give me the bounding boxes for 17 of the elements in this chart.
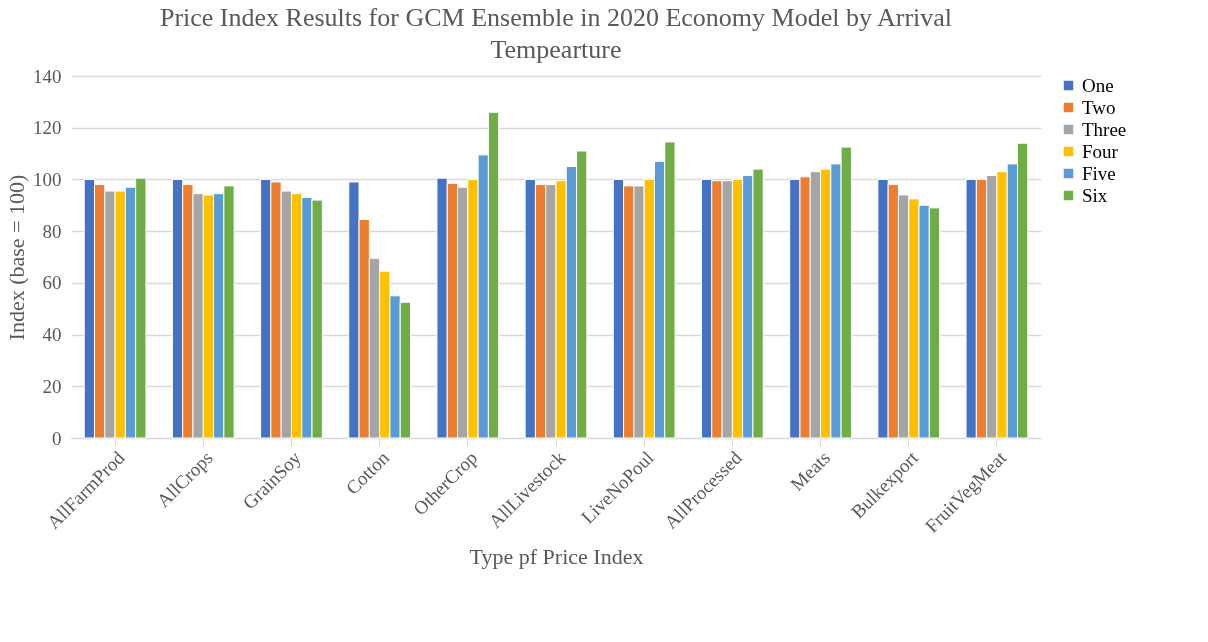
y-tick-label: 120 bbox=[33, 117, 62, 139]
y-tick-label: 60 bbox=[42, 272, 62, 294]
legend-label: Five bbox=[1082, 162, 1116, 184]
y-tick-label: 100 bbox=[33, 168, 62, 190]
y-tick-label: 40 bbox=[42, 324, 62, 346]
legend-label: Three bbox=[1082, 118, 1127, 140]
chart-title: Price Index Results for GCM Ensemble in 2020 Economy Model by Arrival Tempearture bbox=[159, 3, 953, 64]
legend-label: One bbox=[1082, 74, 1114, 96]
y-tick-label: 20 bbox=[42, 375, 62, 397]
legend-label: Two bbox=[1082, 96, 1116, 118]
legend-label: Four bbox=[1082, 140, 1119, 162]
y-tick-label: 0 bbox=[52, 427, 62, 449]
y-tick-label: 80 bbox=[42, 220, 62, 242]
y-tick-label: 140 bbox=[33, 65, 62, 87]
legend-label: Six bbox=[1082, 184, 1108, 206]
x-axis-title: Type pf Price Index bbox=[469, 543, 644, 569]
y-axis-title: Index (base = 100) bbox=[4, 174, 29, 341]
